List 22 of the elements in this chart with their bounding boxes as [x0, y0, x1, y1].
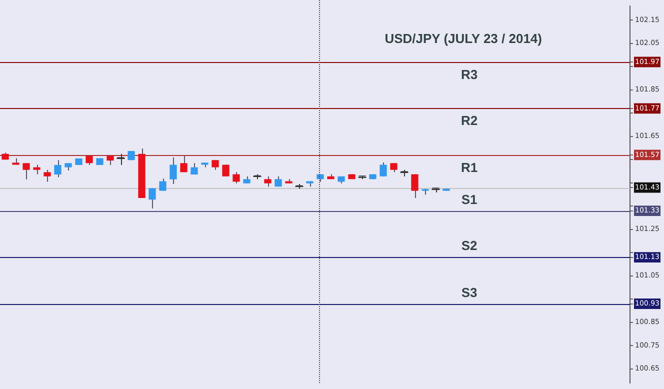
- ref-line-label: S2: [461, 238, 478, 254]
- candlestick: [33, 164, 40, 175]
- candlestick: [212, 160, 219, 170]
- candlestick: [148, 188, 156, 209]
- text: USD/JPY (JULY 23 / 2014): [384, 31, 542, 46]
- candlestick: [159, 178, 166, 192]
- candlestick: [380, 162, 387, 177]
- candlestick: [180, 155, 188, 173]
- candlestick: [411, 174, 418, 198]
- ref-line-label: R3: [461, 66, 478, 82]
- candlestick: [170, 157, 177, 185]
- candlestick: [44, 169, 51, 182]
- ref-line-label: R1: [461, 160, 478, 175]
- ref-line-label: S3: [461, 284, 478, 300]
- ref-line-label: S1: [461, 192, 478, 207]
- candlestick: [222, 164, 230, 177]
- candlestick: [264, 176, 272, 188]
- candlestick: [54, 160, 62, 178]
- candlestick: [232, 172, 240, 184]
- candlestick: [390, 162, 398, 173]
- candlestick: [22, 162, 30, 180]
- ref-line-label: R2: [461, 113, 478, 128]
